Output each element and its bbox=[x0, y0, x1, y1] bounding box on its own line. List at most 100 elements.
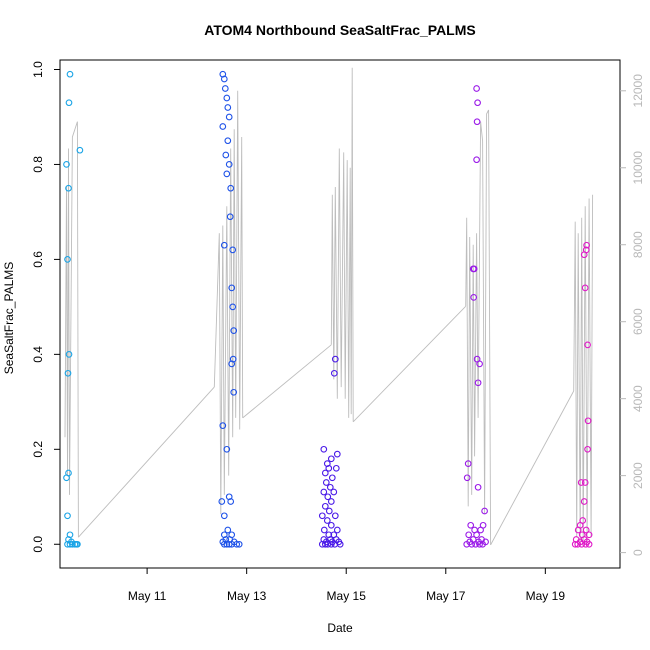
data-point bbox=[222, 151, 230, 159]
data-point bbox=[321, 502, 329, 510]
data-point bbox=[481, 507, 488, 515]
data-point bbox=[223, 94, 231, 102]
data-point bbox=[476, 360, 483, 368]
altitude-line-segment-7 bbox=[490, 390, 575, 546]
data-point bbox=[325, 507, 333, 515]
altitude-line-segment-0 bbox=[64, 121, 79, 538]
data-point bbox=[336, 540, 344, 548]
data-point bbox=[225, 161, 233, 168]
y-tick-label: 0.6 bbox=[31, 251, 45, 268]
y2-tick-label: 2000 bbox=[631, 462, 645, 489]
data-point bbox=[235, 540, 243, 548]
data-point bbox=[328, 474, 336, 482]
data-point bbox=[463, 474, 471, 482]
data-point bbox=[571, 540, 579, 548]
y-axis-label: SeaSaltFrac_PALMS bbox=[2, 262, 16, 375]
data-point bbox=[223, 170, 231, 178]
y2-tick-label: 0 bbox=[631, 549, 645, 556]
data-point bbox=[584, 417, 592, 425]
x-tick-label: May 11 bbox=[128, 589, 167, 603]
data-point bbox=[63, 474, 70, 482]
series-4 bbox=[463, 85, 489, 548]
x-axis: May 11 May 13 May 15 May 17 May 19 bbox=[128, 568, 565, 603]
data-point bbox=[578, 540, 586, 548]
data-point bbox=[223, 445, 231, 453]
data-point bbox=[464, 460, 472, 467]
data-point bbox=[64, 540, 71, 548]
y2-tick-label: 12000 bbox=[631, 74, 645, 108]
data-point bbox=[476, 540, 483, 548]
series-2 bbox=[218, 70, 243, 548]
data-point bbox=[326, 483, 334, 491]
data-point bbox=[584, 341, 591, 349]
plot-frame bbox=[59, 59, 621, 569]
y-tick-label: 0.4 bbox=[31, 346, 45, 363]
x-tick-label: May 19 bbox=[526, 589, 566, 603]
data-point bbox=[330, 369, 338, 377]
x-tick-label: May 15 bbox=[327, 589, 367, 603]
data-point bbox=[219, 123, 227, 130]
data-point bbox=[323, 517, 331, 524]
data-point bbox=[479, 540, 486, 548]
altitude-line-segment-5 bbox=[352, 305, 467, 423]
data-point bbox=[474, 379, 482, 387]
data-point bbox=[321, 469, 329, 477]
y-tick-label: 0.0 bbox=[31, 536, 45, 553]
y2-tick-label: 10000 bbox=[631, 151, 645, 185]
data-point bbox=[473, 531, 480, 539]
data-point bbox=[228, 360, 236, 368]
chart-title: ATOM4 Northbound SeaSaltFrac_PALMS bbox=[204, 22, 475, 38]
data-point bbox=[320, 488, 328, 496]
data-point bbox=[220, 540, 228, 548]
data-point bbox=[324, 493, 332, 501]
data-point bbox=[223, 540, 231, 548]
y-axis: 0.0 0.2 0.4 0.6 0.8 1.0 bbox=[31, 61, 60, 553]
data-point bbox=[574, 540, 582, 548]
data-points-layer bbox=[63, 70, 593, 548]
data-point bbox=[582, 540, 590, 548]
data-point bbox=[474, 483, 482, 491]
series-5 bbox=[571, 241, 593, 548]
data-point bbox=[225, 540, 233, 548]
series-1 bbox=[63, 70, 84, 548]
y2-tick-label: 4000 bbox=[631, 385, 645, 412]
data-point bbox=[467, 521, 475, 529]
data-point bbox=[333, 450, 341, 458]
data-point bbox=[581, 479, 589, 486]
data-point bbox=[220, 512, 228, 520]
data-point bbox=[229, 303, 237, 311]
data-point bbox=[63, 161, 70, 168]
data-point bbox=[468, 540, 476, 548]
data-point bbox=[580, 498, 588, 505]
data-point bbox=[327, 455, 335, 463]
data-point bbox=[64, 256, 71, 263]
y-tick-label: 1.0 bbox=[31, 61, 45, 78]
altitude-line-segment-3 bbox=[242, 344, 332, 419]
data-point bbox=[219, 422, 227, 429]
data-point bbox=[65, 184, 72, 192]
data-point bbox=[66, 540, 74, 548]
data-point bbox=[233, 540, 241, 548]
altitude-line-segment-4 bbox=[330, 67, 354, 422]
data-point bbox=[225, 113, 233, 121]
data-point bbox=[472, 540, 479, 548]
data-point bbox=[325, 464, 333, 472]
altitude-line-layer bbox=[64, 67, 594, 546]
data-point bbox=[473, 118, 481, 126]
data-point bbox=[320, 445, 328, 453]
data-point bbox=[64, 512, 71, 520]
altitude-line-segment-6 bbox=[465, 109, 492, 545]
data-point bbox=[73, 540, 80, 548]
data-point bbox=[583, 241, 590, 249]
data-point bbox=[463, 540, 471, 548]
data-point bbox=[230, 388, 238, 396]
data-point bbox=[581, 284, 589, 292]
altitude-line-segment-8 bbox=[573, 194, 594, 545]
data-point bbox=[473, 156, 480, 164]
data-point bbox=[227, 184, 235, 192]
x-tick-label: May 17 bbox=[426, 589, 466, 603]
data-point bbox=[66, 70, 74, 78]
y2-tick-label: 6000 bbox=[631, 308, 645, 335]
data-point bbox=[76, 146, 84, 154]
